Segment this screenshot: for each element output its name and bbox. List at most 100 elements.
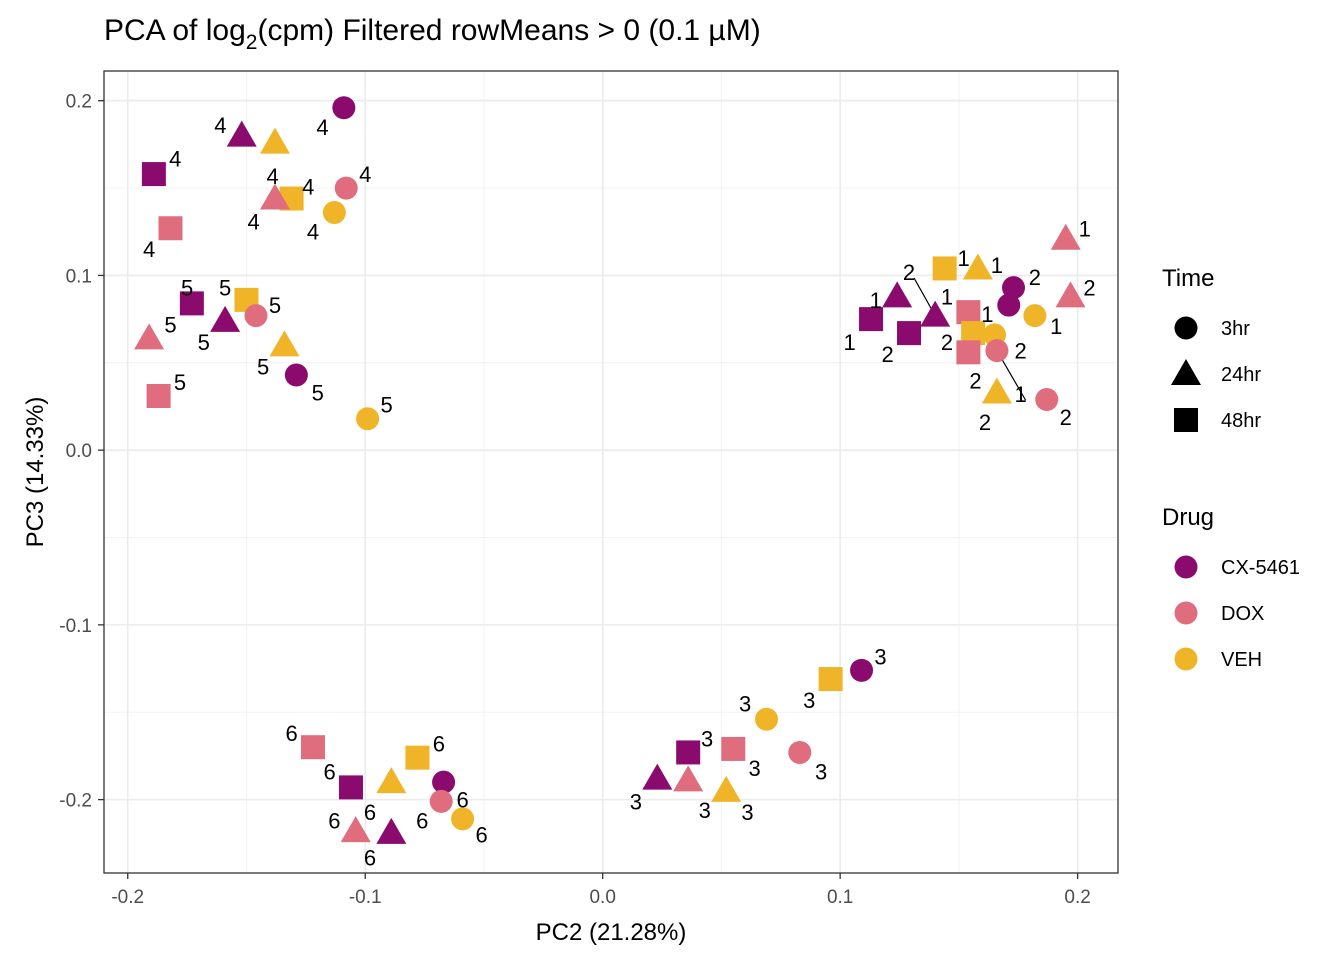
data-point [642, 763, 673, 790]
point-label: 3 [803, 688, 815, 713]
chart-title-rest: (cpm) Filtered rowMeans > 0 (0.1 µM) [257, 14, 760, 47]
x-tick-label: 0.1 [827, 887, 853, 908]
point-label: 3 [739, 692, 751, 717]
point-label: 3 [874, 644, 886, 669]
chart-title-subscript: 2 [246, 31, 258, 54]
data-point [338, 775, 363, 800]
point-label: 6 [364, 845, 376, 870]
point-label: 4 [169, 146, 181, 171]
point-label: 6 [433, 732, 445, 757]
data-point [146, 383, 171, 408]
data-point [179, 291, 204, 316]
data-point [244, 304, 268, 328]
y-axis-title: PC3 (14.33%) [22, 397, 49, 548]
legend-drug-title: Drug [1162, 504, 1214, 531]
point-label: 3 [741, 800, 753, 825]
data-point [721, 736, 746, 761]
data-point [1050, 223, 1081, 250]
point-label: 4 [266, 164, 278, 189]
legend-drug-label: VEH [1221, 649, 1262, 671]
y-tick-label: 0.0 [66, 441, 92, 462]
data-point [284, 363, 308, 387]
point-label: 6 [328, 809, 340, 834]
data-point [920, 300, 951, 327]
data-point [818, 667, 843, 692]
point-label: 1 [991, 253, 1003, 278]
data-point [376, 817, 407, 844]
data-point [962, 253, 993, 280]
legend-drug-key [1174, 555, 1198, 579]
legend-drug-label: DOX [1221, 603, 1264, 625]
y-tick-label: 0.2 [66, 92, 92, 113]
point-label: 5 [181, 276, 193, 301]
x-tick-label: -0.1 [349, 887, 382, 908]
data-point [356, 407, 380, 431]
point-label: 2 [1060, 405, 1072, 430]
point-label: 2 [941, 330, 953, 355]
point-label: 2 [903, 260, 915, 285]
point-label: 5 [164, 312, 176, 337]
point-label: 6 [364, 800, 376, 825]
point-label: 3 [701, 726, 713, 751]
data-point [259, 127, 290, 154]
point-label: 3 [630, 789, 642, 814]
point-label: 3 [749, 756, 761, 781]
point-label: 2 [969, 368, 981, 393]
legend-time-label: 3hr [1221, 318, 1250, 340]
x-axis-ticks: -0.2 -0.1 0.0 0.1 0.2 [111, 873, 1091, 908]
point-label: 1 [981, 302, 993, 327]
data-point [897, 321, 922, 346]
data-point [158, 216, 183, 241]
y-tick-label: -0.1 [59, 616, 92, 637]
data-point [711, 775, 742, 802]
data-point [985, 339, 1009, 363]
point-label: 2 [979, 410, 991, 435]
point-label: 1 [941, 284, 953, 309]
point-label: 4 [214, 113, 226, 138]
point-label: 6 [416, 809, 428, 834]
x-tick-label: 0.0 [589, 887, 615, 908]
data-point [956, 300, 981, 325]
data-point [340, 816, 371, 843]
data-point [1055, 281, 1086, 308]
data-point [226, 120, 257, 147]
data-point [997, 293, 1021, 317]
plot-panel-border [103, 70, 1119, 874]
point-label: 5 [269, 293, 281, 318]
data-point [300, 735, 325, 760]
chart-title: PCA of log2(cpm) Filtered rowMeans > 0 (… [104, 14, 761, 54]
point-label: 5 [198, 330, 210, 355]
data-point [269, 330, 300, 357]
x-tick-label: -0.2 [111, 887, 144, 908]
point-label: 4 [302, 174, 314, 199]
data-point [673, 765, 704, 792]
point-label: 6 [475, 823, 487, 848]
data-point [755, 707, 779, 731]
legend-drug-key [1174, 647, 1198, 671]
point-label: 5 [257, 354, 269, 379]
data-point [859, 307, 884, 332]
data-point [332, 96, 356, 120]
chart-title-main: PCA of log [104, 14, 246, 47]
data-point [141, 162, 166, 187]
point-label: 2 [1029, 265, 1041, 290]
data-point [1023, 304, 1047, 328]
point-label: 4 [307, 220, 319, 245]
x-axis-title: PC2 (21.28%) [536, 919, 687, 946]
point-label: 4 [143, 237, 155, 262]
data-point [981, 377, 1012, 404]
point-label: 5 [312, 380, 324, 405]
point-label: 2 [1015, 339, 1027, 364]
data-point [322, 201, 346, 225]
data-point [432, 770, 456, 794]
point-label: 6 [323, 760, 335, 785]
point-label: 5 [219, 276, 231, 301]
point-label: 3 [699, 798, 711, 823]
legend-drug-label: CX-5461 [1221, 557, 1300, 579]
data-point [956, 340, 981, 365]
legend-time-key-circle [1174, 316, 1198, 340]
data-point [451, 807, 475, 831]
point-label: 3 [815, 760, 827, 785]
point-label: 5 [380, 393, 392, 418]
point-label: 6 [456, 788, 468, 813]
